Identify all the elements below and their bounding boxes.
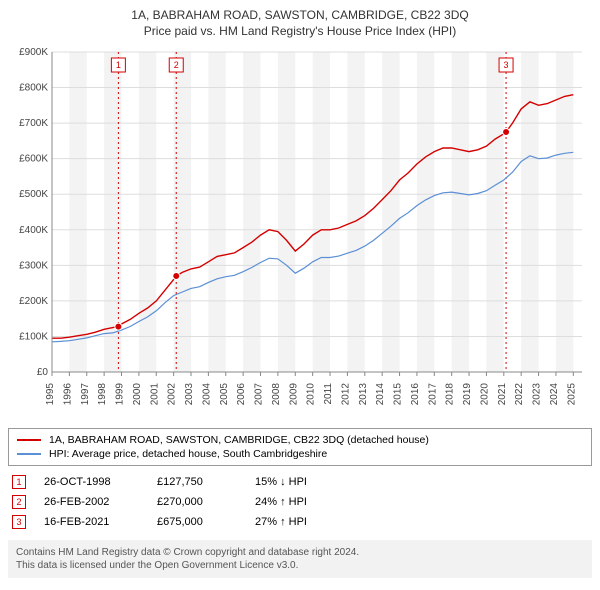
chart-svg: £0 £100K £200K £300K £400K £500K £600K £700K £80… <box>8 42 592 422</box>
svg-text:2025: 2025 <box>566 383 577 406</box>
svg-text:£900K: £900K <box>19 47 48 58</box>
svg-text:3: 3 <box>504 60 509 70</box>
svg-text:2010: 2010 <box>306 383 317 406</box>
legend-label: HPI: Average price, detached house, Sout… <box>49 448 327 460</box>
svg-text:2017: 2017 <box>427 383 438 406</box>
svg-text:2002: 2002 <box>167 383 178 406</box>
svg-text:2003: 2003 <box>184 383 195 406</box>
svg-text:2023: 2023 <box>532 383 543 406</box>
footer-line1: Contains HM Land Registry data © Crown c… <box>16 546 584 559</box>
event-marker: 3 <box>12 515 26 529</box>
svg-text:2008: 2008 <box>271 383 282 406</box>
legend-swatch <box>17 453 41 455</box>
svg-text:2012: 2012 <box>340 383 351 406</box>
event-price: £675,000 <box>157 516 237 528</box>
svg-text:£400K: £400K <box>19 225 48 236</box>
event-delta: 15% ↓ HPI <box>255 476 355 488</box>
chart-area: £0 £100K £200K £300K £400K £500K £600K £700K £80… <box>8 42 592 422</box>
event-date: 26-OCT-1998 <box>44 476 139 488</box>
svg-text:2000: 2000 <box>132 383 143 406</box>
svg-text:1998: 1998 <box>97 383 108 406</box>
svg-text:£600K: £600K <box>19 154 48 165</box>
legend-row: 1A, BABRAHAM ROAD, SAWSTON, CAMBRIDGE, C… <box>17 433 583 447</box>
svg-text:1995: 1995 <box>45 383 56 406</box>
events-table: 1 26-OCT-1998 £127,750 15% ↓ HPI 2 26-FEB-200… <box>8 472 592 532</box>
svg-text:2006: 2006 <box>236 383 247 406</box>
svg-text:£300K: £300K <box>19 260 48 271</box>
svg-text:£500K: £500K <box>19 189 48 200</box>
svg-text:£800K: £800K <box>19 83 48 94</box>
event-marker: 1 <box>12 475 26 489</box>
legend-row: HPI: Average price, detached house, Sout… <box>17 447 583 461</box>
svg-text:2019: 2019 <box>462 383 473 406</box>
svg-text:2021: 2021 <box>497 383 508 406</box>
chart-title-line1: 1A, BABRAHAM ROAD, SAWSTON, CAMBRIDGE, C… <box>8 8 592 22</box>
svg-text:2022: 2022 <box>514 383 525 406</box>
svg-text:£100K: £100K <box>19 331 48 342</box>
svg-text:2004: 2004 <box>201 383 212 406</box>
svg-text:2011: 2011 <box>323 383 334 405</box>
chart-title-block: 1A, BABRAHAM ROAD, SAWSTON, CAMBRIDGE, C… <box>8 8 592 38</box>
svg-text:2016: 2016 <box>410 383 421 406</box>
event-date: 16-FEB-2021 <box>44 516 139 528</box>
svg-text:2014: 2014 <box>375 383 386 406</box>
svg-text:2024: 2024 <box>549 383 560 406</box>
footer-line2: This data is licensed under the Open Gov… <box>16 559 584 572</box>
svg-text:£0: £0 <box>37 367 49 378</box>
event-marker: 2 <box>12 495 26 509</box>
footer-attribution: Contains HM Land Registry data © Crown c… <box>8 540 592 578</box>
svg-text:2009: 2009 <box>288 383 299 406</box>
svg-text:2013: 2013 <box>358 383 369 406</box>
svg-text:2015: 2015 <box>393 383 404 406</box>
event-date: 26-FEB-2002 <box>44 496 139 508</box>
event-price: £127,750 <box>157 476 237 488</box>
svg-text:2001: 2001 <box>149 383 160 406</box>
svg-text:£200K: £200K <box>19 296 48 307</box>
legend-label: 1A, BABRAHAM ROAD, SAWSTON, CAMBRIDGE, C… <box>49 434 429 446</box>
event-row: 3 16-FEB-2021 £675,000 27% ↑ HPI <box>8 512 592 532</box>
event-delta: 24% ↑ HPI <box>255 496 355 508</box>
svg-text:2005: 2005 <box>219 383 230 406</box>
svg-text:2007: 2007 <box>254 383 265 406</box>
svg-text:2018: 2018 <box>445 383 456 406</box>
event-price: £270,000 <box>157 496 237 508</box>
svg-text:1999: 1999 <box>115 383 126 406</box>
legend-swatch <box>17 439 41 441</box>
event-row: 2 26-FEB-2002 £270,000 24% ↑ HPI <box>8 492 592 512</box>
chart-title-line2: Price paid vs. HM Land Registry's House … <box>8 24 592 38</box>
svg-text:2: 2 <box>174 60 179 70</box>
svg-text:1997: 1997 <box>80 383 91 406</box>
legend-box: 1A, BABRAHAM ROAD, SAWSTON, CAMBRIDGE, C… <box>8 428 592 466</box>
event-row: 1 26-OCT-1998 £127,750 15% ↓ HPI <box>8 472 592 492</box>
svg-text:1996: 1996 <box>62 383 73 406</box>
svg-text:2020: 2020 <box>479 383 490 406</box>
svg-text:1: 1 <box>116 60 121 70</box>
svg-text:£700K: £700K <box>19 118 48 129</box>
event-delta: 27% ↑ HPI <box>255 516 355 528</box>
